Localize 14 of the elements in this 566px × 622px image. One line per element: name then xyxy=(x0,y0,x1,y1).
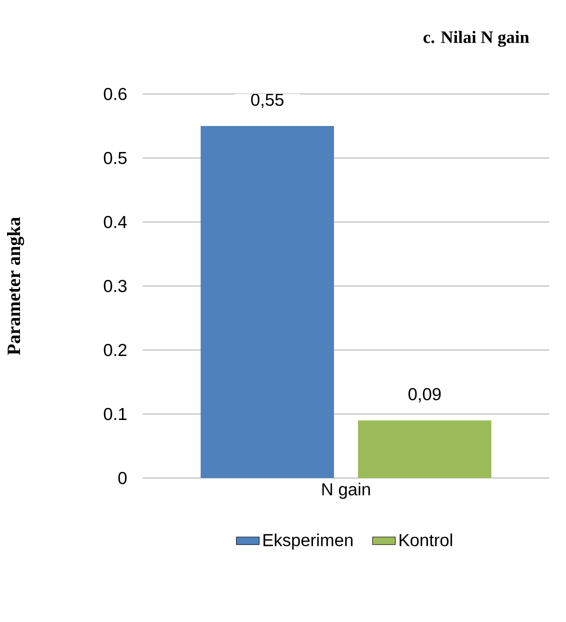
y-tick-label: 0.3 xyxy=(104,280,127,292)
data-label: 0,55 xyxy=(251,94,284,108)
y-tick-label: 0.2 xyxy=(104,344,126,356)
y-tick-label: 0.6 xyxy=(104,88,127,100)
y-tick-label: 0.1 xyxy=(104,408,126,420)
y-tick-label: 0.4 xyxy=(104,216,127,228)
y-axis-title: Parameter angka xyxy=(7,217,24,355)
legend-label: Eksperimen xyxy=(264,534,352,550)
x-tick-label: N gain xyxy=(322,482,370,499)
y-tick-label: 0 xyxy=(118,472,127,484)
legend-label: Kontrol xyxy=(400,534,452,546)
data-label: 0,09 xyxy=(408,388,441,402)
chart-title: c. Nilai N gain xyxy=(424,30,530,47)
y-tick-label: 0.5 xyxy=(104,152,127,164)
